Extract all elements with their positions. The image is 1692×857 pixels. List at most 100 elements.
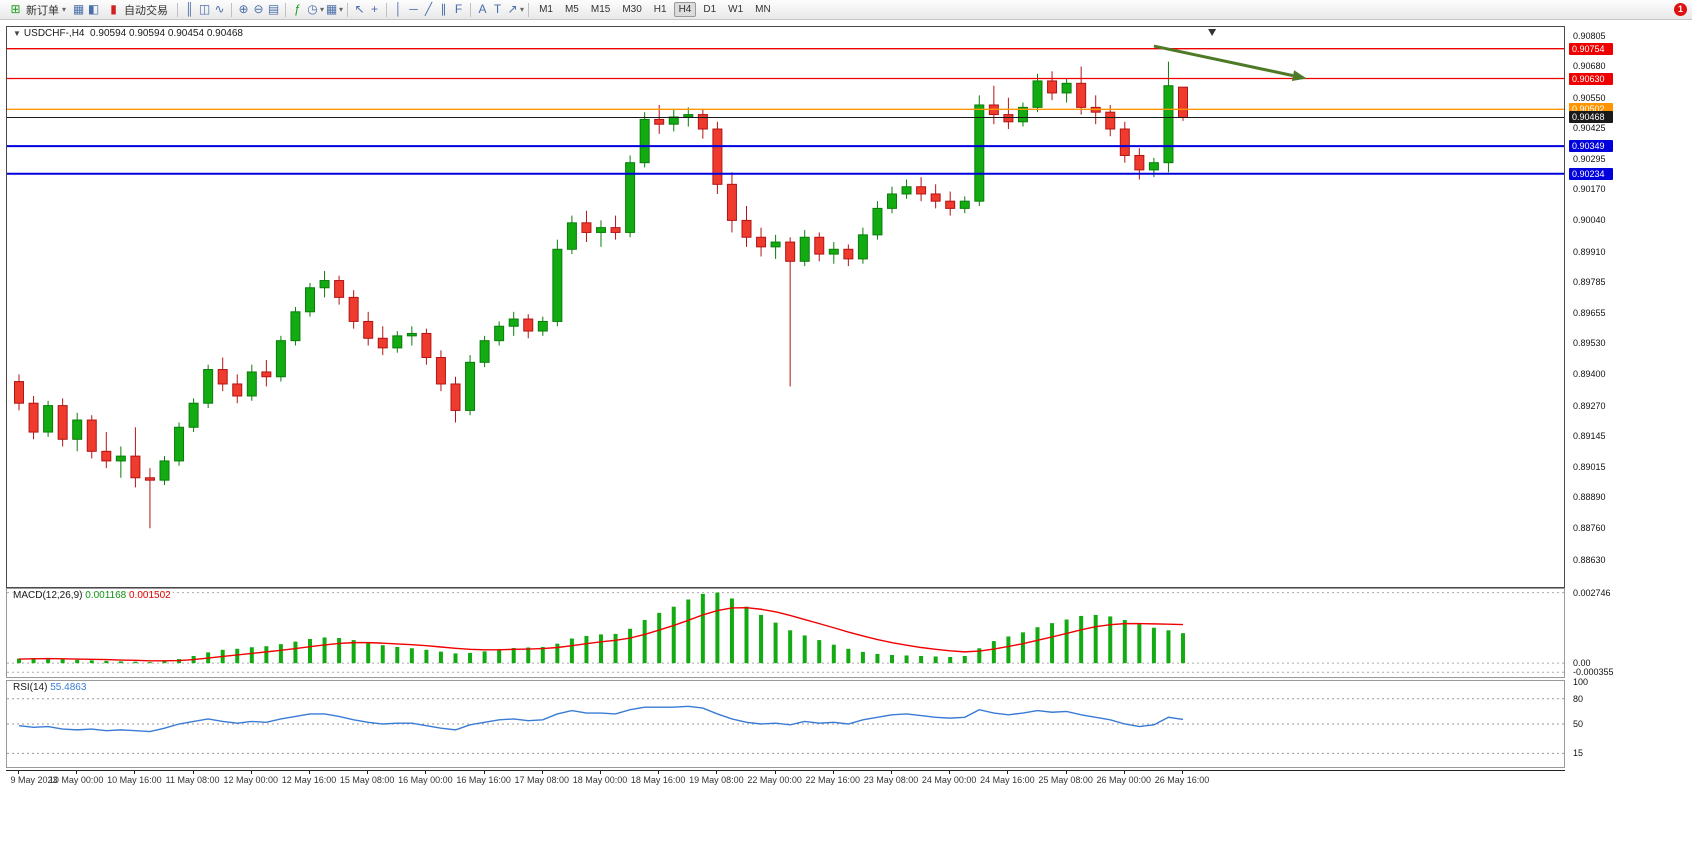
new-chart-icon[interactable]: ▦ (72, 2, 85, 16)
tile-windows-icon[interactable]: ▤ (267, 2, 280, 16)
timeframe-m15[interactable]: M15 (590, 4, 611, 15)
timeframe-w1[interactable]: W1 (728, 4, 744, 15)
arrows-icon[interactable]: ↗ (507, 2, 518, 16)
indicators-icon[interactable]: ƒ (294, 2, 301, 16)
new-order-icon: ⊞ (10, 2, 21, 16)
rsi-axis-tick: 15 (1573, 748, 1584, 759)
trendline-icon[interactable]: ╱ (424, 2, 433, 16)
templates-icon[interactable]: ▦ (325, 2, 338, 16)
new-order-button[interactable]: ⊞ 新订单 ▾ (3, 1, 71, 19)
periods-icon[interactable]: ◷ (307, 2, 318, 16)
time-label: 12 May 00:00 (223, 775, 279, 785)
time-tick (134, 771, 136, 774)
time-tick (367, 771, 369, 774)
autotrading-button[interactable]: ▮ 自动交易 (101, 1, 173, 19)
cursor-icon[interactable]: ↖ (354, 2, 365, 16)
resistance-line-2-price-label: 0.90630 (1569, 72, 1613, 85)
time-label: 24 May 16:00 (980, 775, 1035, 785)
bar-chart-icon[interactable]: ║ (185, 2, 194, 16)
candlestick-chart[interactable] (7, 27, 1564, 587)
timeframe-m5[interactable]: M5 (564, 4, 579, 15)
support-line-1-price-label: 0.90349 (1569, 140, 1613, 153)
toolbar-separator (285, 2, 287, 17)
macd-chart[interactable] (7, 589, 1564, 677)
rsi-panel[interactable]: RSI(14) 55.4863 (6, 680, 1565, 768)
current-price-price-label: 0.90468 (1569, 111, 1613, 124)
new-order-label: 新订单 (26, 4, 59, 17)
collapse-arrow-icon[interactable]: ▼ (13, 29, 21, 38)
macd-signal-value: 0.001502 (129, 590, 171, 601)
rsi-label: RSI(14) 55.4863 (11, 682, 89, 693)
macd-main-value: 0.001168 (85, 590, 127, 601)
price-tick: 0.89530 (1573, 338, 1606, 349)
toolbar-separator (177, 2, 179, 17)
price-chart[interactable]: ▼ USDCHF-,H4 0.90594 0.90594 0.90454 0.90… (6, 26, 1565, 588)
rsi-axis-tick: 100 (1573, 677, 1589, 687)
price-tick: 0.89015 (1573, 461, 1606, 472)
profiles-icon[interactable]: ◧ (87, 2, 100, 16)
macd-axis-tick: -0.000355 (1573, 667, 1614, 678)
price-axis[interactable]: 0.90805 0.90680 0.90550 0.90425 0.90295 0.901… (1567, 20, 1692, 857)
time-label: 12 May 16:00 (281, 775, 337, 785)
timeframe-m1[interactable]: M1 (539, 4, 553, 15)
price-tick: 0.90040 (1573, 215, 1606, 226)
timeframe-h1[interactable]: H1 (653, 4, 667, 15)
time-axis[interactable]: 9 May 2023 10 May 00:00 10 May 16:00 11 May… (6, 770, 1565, 788)
timeframe-m30[interactable]: M30 (622, 4, 642, 15)
macd-panel[interactable]: MACD(12,26,9) 0.001168 0.001502 (6, 588, 1565, 678)
channel-icon[interactable]: ∥ (440, 2, 447, 16)
price-tick: 0.89655 (1573, 308, 1606, 318)
timeframe-h4[interactable]: H4 (673, 2, 697, 17)
chevron-down-icon[interactable]: ▾ (520, 5, 525, 14)
time-label: 15 May 08:00 (339, 775, 395, 785)
rsi-axis-tick: 80 (1573, 693, 1584, 704)
timeframe-d1[interactable]: D1 (703, 4, 717, 15)
chevron-down-icon[interactable]: ▾ (339, 5, 344, 14)
candlestick-chart-icon[interactable]: ◫ (198, 2, 211, 16)
text-icon[interactable]: A (478, 2, 487, 16)
fibonacci-icon[interactable]: F (454, 2, 463, 16)
vertical-line-icon[interactable]: │ (394, 2, 403, 16)
zoom-in-icon[interactable]: ⊕ (238, 2, 249, 16)
macd-label: MACD(12,26,9) 0.001168 0.001502 (11, 590, 173, 601)
price-tick: 0.88890 (1573, 492, 1606, 502)
toolbar: ⊞ 新订单 ▾ ▦ ◧ ▮ 自动交易 ║ ◫ ∿ ⊕ ⊖ ▤ ƒ ◷ ▾ ▦ ▾… (0, 0, 1692, 20)
time-label: 23 May 08:00 (863, 775, 919, 785)
time-tick (832, 771, 834, 774)
crosshair-icon[interactable]: + (371, 2, 379, 16)
time-tick (250, 771, 252, 774)
price-tick: 0.90805 (1573, 31, 1606, 42)
toolbar-separator (386, 2, 388, 17)
chevron-down-icon[interactable]: ▾ (320, 5, 325, 14)
time-tick (483, 771, 485, 774)
time-tick (1123, 771, 1125, 774)
timeframe-bar: M1 M5 M15 M30 H1 H4 D1 W1 MN (533, 2, 777, 17)
price-tick: 0.89785 (1573, 276, 1606, 287)
price-tick: 0.89400 (1573, 369, 1606, 380)
rsi-axis-tick: 50 (1573, 719, 1584, 729)
zoom-out-icon[interactable]: ⊖ (253, 2, 264, 16)
time-label: 16 May 00:00 (398, 775, 453, 785)
rsi-value: 55.4863 (50, 682, 87, 693)
time-label: 17 May 08:00 (514, 775, 570, 785)
autotrading-label: 自动交易 (124, 4, 169, 17)
time-label: 18 May 00:00 (572, 775, 628, 785)
time-label: 22 May 00:00 (747, 775, 802, 785)
horizontal-line-icon[interactable]: ─ (409, 2, 418, 16)
price-tick: 0.90295 (1573, 154, 1606, 165)
toolbar-separator (231, 2, 233, 17)
price-tick: 0.89270 (1573, 400, 1606, 411)
text-label-icon[interactable]: T (493, 2, 502, 16)
time-label: 10 May 16:00 (107, 775, 162, 785)
rsi-chart[interactable] (7, 681, 1564, 767)
toolbar-separator (470, 2, 472, 17)
price-tick: 0.90550 (1573, 92, 1606, 103)
time-tick (600, 771, 601, 774)
notification-badge[interactable]: 1 (1674, 3, 1687, 16)
time-tick (309, 771, 310, 774)
timeframe-mn[interactable]: MN (755, 4, 771, 15)
toolbar-separator (528, 2, 530, 17)
price-tick: 0.88760 (1573, 523, 1606, 534)
line-chart-icon[interactable]: ∿ (214, 2, 225, 16)
